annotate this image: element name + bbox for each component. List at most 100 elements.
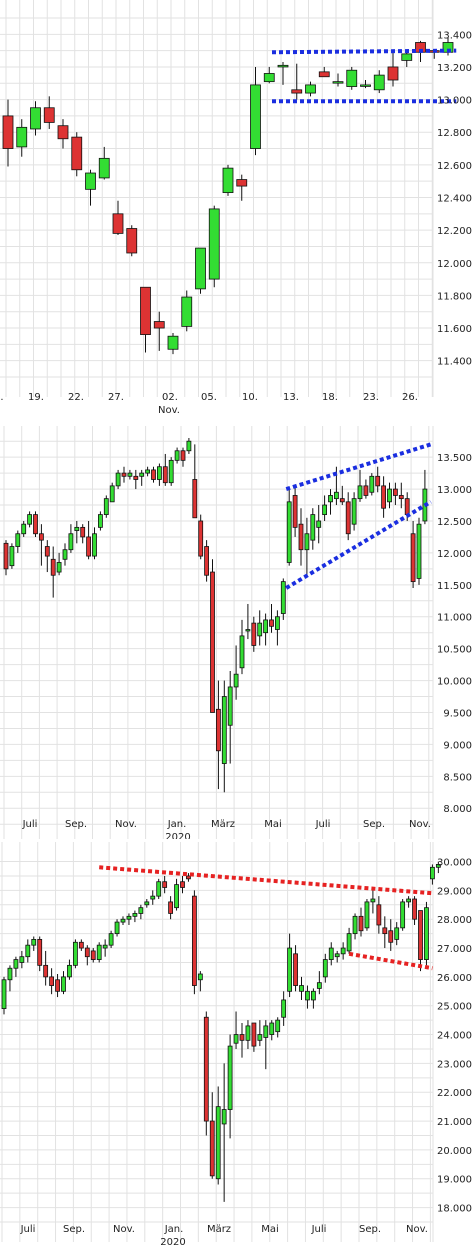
x-tick-label: 13. bbox=[283, 392, 299, 403]
candle-down bbox=[375, 466, 381, 493]
candle-up bbox=[145, 466, 151, 477]
y-tick-label: 12.400 bbox=[437, 194, 472, 205]
candle-up bbox=[263, 1020, 269, 1070]
y-tick-label: 11.800 bbox=[437, 291, 472, 302]
candle-up bbox=[16, 119, 28, 157]
y-tick-label: 13.200 bbox=[437, 63, 472, 74]
candle-down bbox=[204, 540, 210, 582]
y-axis: 8.000 8.500 9.000 9.500 10.000 10.500 11.000 11… bbox=[437, 453, 472, 815]
candle-up bbox=[322, 953, 328, 983]
candle-up bbox=[277, 62, 289, 85]
candle-up bbox=[233, 1011, 239, 1049]
candle-up bbox=[109, 482, 115, 503]
candle-up bbox=[67, 959, 72, 980]
x-tick-label: 02. bbox=[162, 392, 178, 403]
y-tick-label: 11.500 bbox=[437, 581, 472, 592]
candle-up bbox=[239, 619, 245, 675]
candle-down bbox=[388, 919, 394, 951]
candle-up bbox=[328, 489, 333, 515]
candle-up bbox=[186, 438, 192, 454]
candle-down bbox=[293, 945, 298, 992]
x-tick-label: . bbox=[0, 392, 3, 403]
x-tick-label: Jan. bbox=[164, 1224, 184, 1235]
candle-up bbox=[25, 939, 31, 963]
y-tick-label: 13.400 bbox=[437, 30, 472, 41]
candle-down bbox=[44, 540, 50, 573]
y-tick-label: 27.000 bbox=[437, 944, 472, 955]
trendline bbox=[285, 500, 432, 590]
y-tick-label: 12.000 bbox=[437, 549, 472, 560]
candle-up bbox=[299, 976, 304, 1000]
x-tick-label: Jan. bbox=[167, 819, 187, 830]
candle-up bbox=[167, 332, 179, 355]
candle-down bbox=[251, 616, 257, 652]
candle-down bbox=[168, 896, 174, 920]
candle-down bbox=[410, 520, 416, 589]
candle-down bbox=[33, 511, 38, 537]
candle-up bbox=[250, 66, 261, 156]
candle-up bbox=[181, 290, 193, 332]
candle-up bbox=[102, 939, 108, 957]
x-tick-label: 18. bbox=[322, 392, 338, 403]
grid bbox=[0, 0, 434, 397]
y-tick-label: 9.500 bbox=[443, 708, 472, 719]
y-tick-label: 22.000 bbox=[437, 1088, 472, 1099]
candle-up bbox=[316, 971, 322, 995]
candle-up bbox=[74, 520, 80, 544]
y-tick-label: 12.800 bbox=[437, 128, 472, 139]
candles bbox=[2, 37, 454, 355]
y-tick-label: 8.000 bbox=[443, 804, 472, 815]
candle-up bbox=[120, 916, 126, 925]
chart-daily: 11.400 11.600 11.800 12.000 12.200 12.400 12.6… bbox=[0, 0, 472, 416]
x-tick-label: Nov. bbox=[409, 819, 431, 830]
y-tick-label: 24.000 bbox=[437, 1031, 472, 1042]
candle-up bbox=[406, 896, 412, 908]
x-tick-label: März bbox=[207, 1224, 231, 1235]
candle-up bbox=[15, 530, 21, 553]
candle-up bbox=[416, 517, 422, 585]
y-tick-label: 10.500 bbox=[437, 645, 472, 656]
x-tick-label: März bbox=[211, 819, 235, 830]
candle-up bbox=[126, 913, 132, 925]
candle-up bbox=[227, 1034, 233, 1139]
candle-up bbox=[174, 447, 180, 464]
candle-up bbox=[316, 505, 322, 544]
y-tick-label: 26.000 bbox=[437, 973, 472, 984]
trendline bbox=[99, 865, 433, 896]
candle-up bbox=[115, 469, 121, 490]
candle-up bbox=[27, 511, 33, 528]
candle-down bbox=[55, 974, 60, 998]
trendline bbox=[348, 951, 433, 971]
candle-up bbox=[31, 936, 37, 951]
y-tick-label: 21.000 bbox=[437, 1117, 472, 1128]
x-tick-label: 26. bbox=[402, 392, 418, 403]
candle-down bbox=[198, 514, 204, 560]
candle-up bbox=[275, 1017, 281, 1038]
candle-down bbox=[412, 896, 417, 925]
candle-up bbox=[174, 878, 179, 911]
candle-down bbox=[339, 485, 345, 506]
y-tick-label: 12.500 bbox=[437, 517, 472, 528]
x-sub-label: 2020 bbox=[165, 832, 190, 839]
x-tick-label: 19. bbox=[28, 392, 44, 403]
y-axis: 18.000 19.000 20.000 21.000 22.000 23.000 24.0… bbox=[437, 858, 472, 1215]
candle-down bbox=[80, 524, 86, 544]
x-tick-label: Sep. bbox=[363, 819, 385, 830]
candle-up bbox=[257, 610, 263, 646]
candle-up bbox=[85, 169, 96, 206]
candle-up bbox=[346, 927, 352, 954]
x-tick-label: Sep. bbox=[63, 1224, 85, 1235]
candle-down bbox=[376, 896, 382, 934]
y-tick-label: 11.000 bbox=[437, 613, 472, 624]
trendlines bbox=[99, 865, 433, 971]
y-tick-label: 12.000 bbox=[437, 259, 472, 270]
candle-up bbox=[233, 645, 239, 700]
candle-up bbox=[7, 965, 13, 992]
candle-down bbox=[215, 680, 221, 790]
candle-up bbox=[373, 70, 385, 94]
x-tick-label: Nov. bbox=[406, 1224, 428, 1235]
candle-down bbox=[203, 1011, 209, 1136]
candle-up bbox=[197, 971, 203, 992]
candle-up bbox=[208, 205, 220, 288]
candle-up bbox=[387, 482, 392, 509]
